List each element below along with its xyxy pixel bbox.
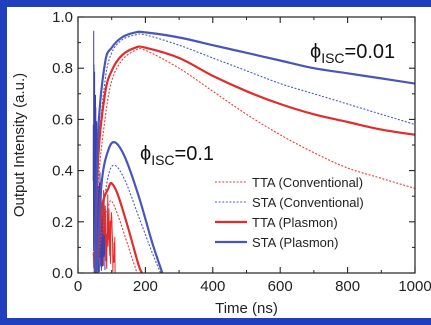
legend-label: TTA (Conventional) — [252, 175, 363, 190]
x-tick-label: 400 — [200, 278, 225, 295]
series-line-7 — [95, 141, 164, 273]
legend-label: STA (Plasmon) — [252, 235, 338, 250]
series-line-6 — [95, 181, 144, 273]
x-tick-label: 800 — [335, 278, 360, 295]
series-line-3 — [93, 30, 415, 273]
series-line-2 — [93, 45, 415, 273]
series-line-0 — [94, 47, 415, 273]
series-line-1 — [94, 33, 415, 273]
y-tick-label: 0.4 — [52, 163, 73, 180]
legend-label: TTA (Plasmon) — [252, 215, 338, 230]
phi-isc-annotation: ϕISC=0.1 — [140, 143, 214, 168]
x-tick-label: 600 — [268, 278, 293, 295]
y-tick-label: 0.6 — [52, 111, 73, 128]
phi-isc-annotation: ϕISC=0.01 — [310, 41, 395, 66]
y-tick-label: 0.0 — [52, 265, 73, 282]
x-tick-label: 1000 — [398, 278, 431, 295]
y-tick-label: 0.2 — [52, 214, 73, 231]
series-layer — [92, 30, 415, 273]
series-line-5 — [95, 164, 162, 273]
axes-layer: 0 200 400 600 800 1000 0.0 0.2 0.4 0.6 0.8 1.0 — [52, 9, 431, 295]
x-tick-label: 0 — [74, 278, 82, 295]
y-axis-label: Output Intensity (a.u.) — [11, 73, 28, 217]
legend-label: STA (Conventional) — [252, 195, 364, 210]
x-tick-label: 200 — [133, 278, 158, 295]
y-tick-label: 0.8 — [52, 60, 73, 77]
y-tick-label: 1.0 — [52, 9, 73, 26]
annotations: ϕISC=0.01 ϕISC=0.1 — [140, 41, 395, 168]
x-axis-label: Time (ns) — [215, 300, 278, 317]
legend: TTA (Conventional) STA (Conventional) TTA … — [215, 175, 364, 250]
